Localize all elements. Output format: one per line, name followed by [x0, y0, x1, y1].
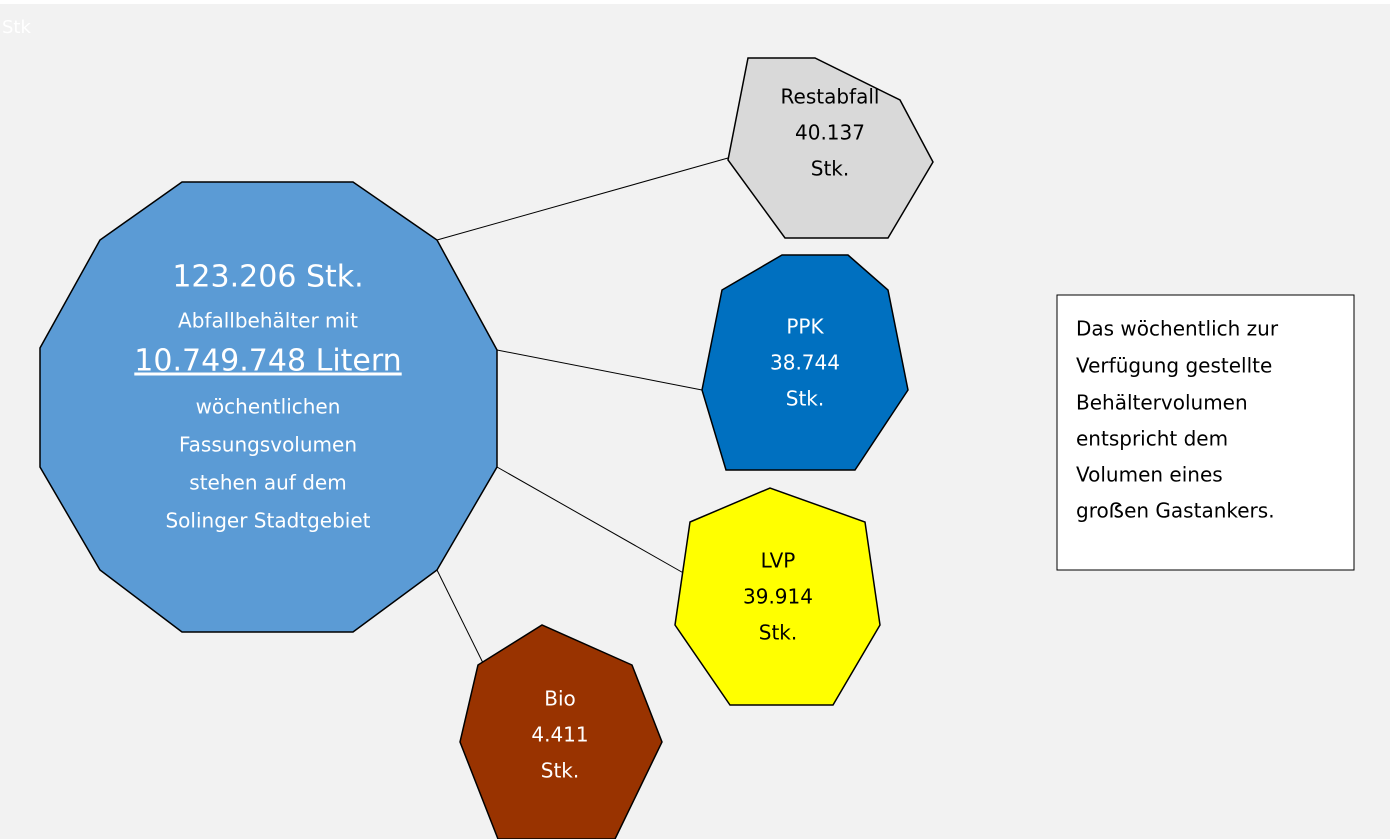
node-unit: Stk. — [786, 387, 824, 411]
connectors — [436, 157, 729, 666]
hub-line: wöchentlichen — [196, 395, 341, 419]
hub-line: Abfallbehälter mit — [178, 309, 358, 333]
note-line: entspricht dem — [1076, 427, 1228, 451]
node-unit: Stk. — [759, 621, 797, 645]
corner-label: Stk — [2, 17, 31, 38]
connector — [436, 157, 729, 241]
node-shape — [459, 624, 663, 839]
hub-volume: 10.749.748 Litern — [134, 344, 401, 379]
node-count: 4.411 — [531, 723, 588, 747]
node-shape — [727, 57, 934, 239]
hub-headline: 123.206 Stk. — [172, 260, 363, 295]
connector — [496, 466, 688, 576]
note-text: Das wöchentlich zur Verfügung gestellte … — [1076, 317, 1279, 523]
hub-shape — [39, 181, 498, 633]
node-label: Bio — [544, 687, 576, 711]
hub-line: Fassungsvolumen — [179, 433, 357, 457]
node-label: PPK — [786, 315, 824, 339]
note-line: Verfügung gestellte — [1076, 354, 1272, 378]
node-count: 39.914 — [743, 585, 813, 609]
node-shape — [701, 254, 909, 471]
note-line: Volumen eines — [1076, 463, 1223, 487]
note-line: groẞen Gastankers. — [1076, 499, 1275, 523]
hub-text: 123.206 Stk. Abfallbehälter mit 10.749.7… — [134, 260, 401, 533]
node-count: 40.137 — [795, 121, 865, 145]
hub-line: stehen auf dem — [189, 471, 346, 495]
connector — [496, 349, 703, 391]
note-line: Behältervolumen — [1076, 391, 1248, 415]
hub-line: Solinger Stadtgebiet — [165, 509, 370, 533]
node-count: 38.744 — [770, 351, 840, 375]
node-unit: Stk. — [541, 759, 579, 783]
node-shape — [674, 487, 881, 706]
note-line: Das wöchentlich zur — [1076, 317, 1279, 341]
node-unit: Stk. — [811, 157, 849, 181]
connector — [436, 569, 485, 666]
node-label: Restabfall — [781, 85, 880, 109]
note-box — [1056, 294, 1355, 571]
node-label: LVP — [761, 549, 796, 573]
